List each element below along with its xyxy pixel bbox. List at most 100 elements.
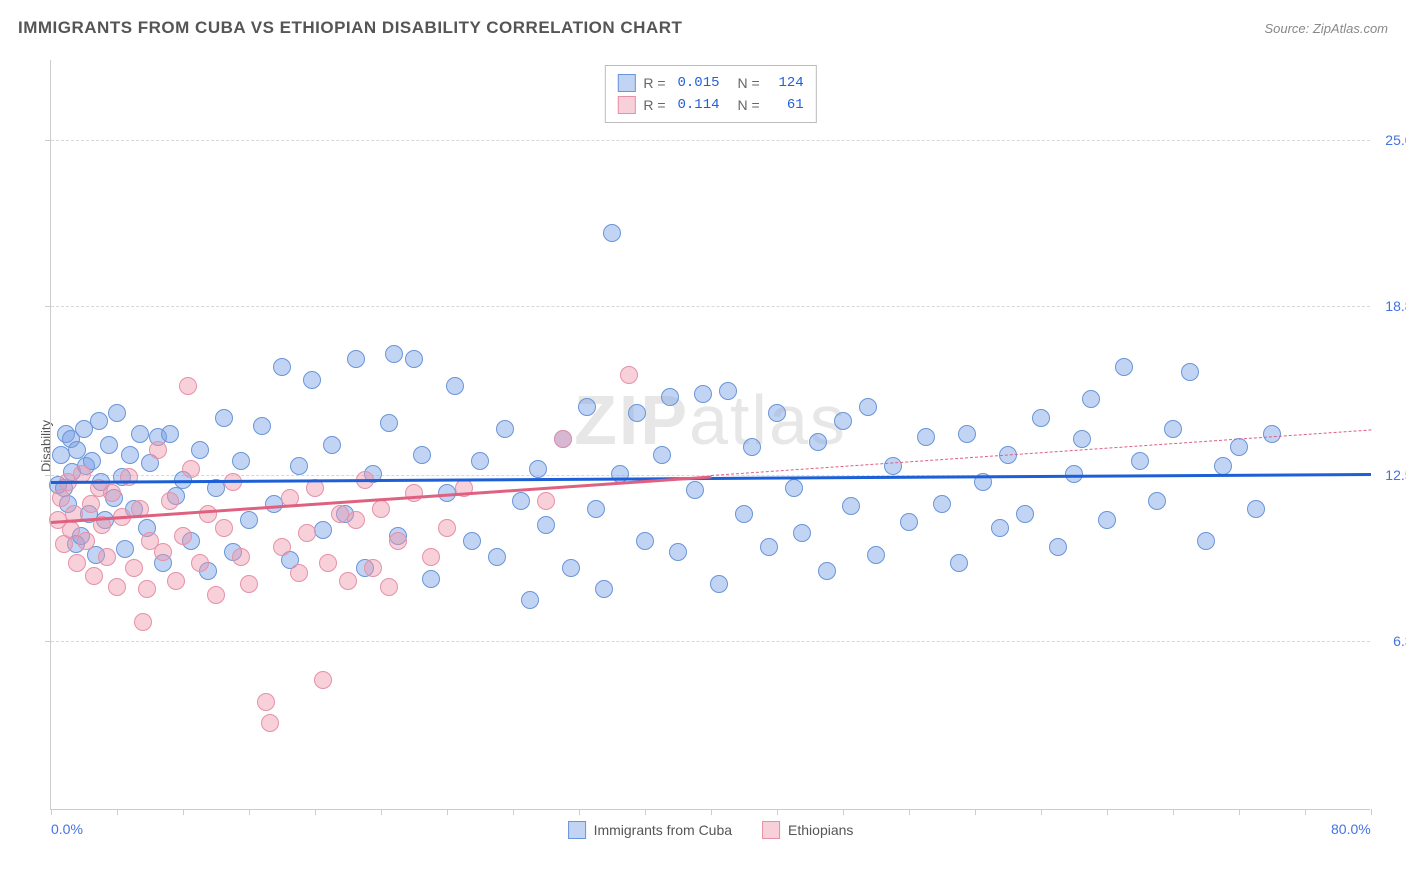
data-point	[174, 527, 192, 545]
data-point	[512, 492, 530, 510]
data-point	[298, 524, 316, 542]
data-point	[364, 559, 382, 577]
data-point	[1164, 420, 1182, 438]
legend-swatch	[762, 821, 780, 839]
data-point	[265, 495, 283, 513]
data-point	[719, 382, 737, 400]
data-point	[488, 548, 506, 566]
data-point	[257, 693, 275, 711]
legend-label: Ethiopians	[788, 822, 853, 838]
data-point	[380, 414, 398, 432]
data-point	[496, 420, 514, 438]
gridline	[51, 641, 1370, 642]
data-point	[116, 540, 134, 558]
data-point	[1197, 532, 1215, 550]
legend-swatch	[617, 74, 635, 92]
data-point	[323, 436, 341, 454]
data-point	[438, 519, 456, 537]
data-point	[620, 366, 638, 384]
legend-swatch	[617, 96, 635, 114]
data-point	[347, 350, 365, 368]
data-point	[232, 452, 250, 470]
data-point	[215, 519, 233, 537]
legend-box: R =0.015N =124R =0.114N =61	[604, 65, 816, 123]
data-point	[1016, 505, 1034, 523]
legend-swatch	[568, 821, 586, 839]
x-tick	[513, 809, 514, 815]
legend-r-value: 0.015	[674, 75, 720, 91]
x-tick	[909, 809, 910, 815]
data-point	[587, 500, 605, 518]
data-point	[521, 591, 539, 609]
gridline	[51, 306, 1370, 307]
data-point	[290, 457, 308, 475]
data-point	[661, 388, 679, 406]
data-point	[1032, 409, 1050, 427]
data-point	[182, 460, 200, 478]
data-point	[422, 570, 440, 588]
data-point	[933, 495, 951, 513]
data-point	[1230, 438, 1248, 456]
data-point	[1049, 538, 1067, 556]
x-tick	[1371, 809, 1372, 815]
gridline	[51, 140, 1370, 141]
data-point	[191, 554, 209, 572]
legend-n-label: N =	[738, 97, 760, 113]
data-point	[562, 559, 580, 577]
legend-r-value: 0.114	[674, 97, 720, 113]
x-tick	[1107, 809, 1108, 815]
x-tick	[117, 809, 118, 815]
data-point	[232, 548, 250, 566]
x-tick-label: 80.0%	[1331, 821, 1371, 837]
data-point	[167, 572, 185, 590]
data-point	[347, 511, 365, 529]
data-point	[253, 417, 271, 435]
data-point	[161, 425, 179, 443]
legend-n-value: 124	[768, 75, 804, 91]
data-point	[743, 438, 761, 456]
data-point	[405, 350, 423, 368]
data-point	[385, 345, 403, 363]
data-point	[52, 489, 70, 507]
data-point	[859, 398, 877, 416]
chart-header: IMMIGRANTS FROM CUBA VS ETHIOPIAN DISABI…	[18, 18, 1388, 38]
data-point	[686, 481, 704, 499]
data-point	[537, 516, 555, 534]
x-tick	[1041, 809, 1042, 815]
data-point	[446, 377, 464, 395]
data-point	[1082, 390, 1100, 408]
data-point	[1181, 363, 1199, 381]
data-point	[554, 430, 572, 448]
chart-source: Source: ZipAtlas.com	[1264, 21, 1388, 36]
data-point	[628, 404, 646, 422]
x-tick-label: 0.0%	[51, 821, 83, 837]
data-point	[991, 519, 1009, 537]
legend-row: R =0.114N =61	[617, 94, 803, 116]
data-point	[793, 524, 811, 542]
data-point	[82, 495, 100, 513]
data-point	[768, 404, 786, 422]
data-point	[463, 532, 481, 550]
y-tick-label: 18.8%	[1385, 298, 1406, 314]
y-tick-label: 6.3%	[1393, 633, 1406, 649]
data-point	[1214, 457, 1232, 475]
data-point	[134, 613, 152, 631]
legend-n-value: 61	[768, 97, 804, 113]
data-point	[537, 492, 555, 510]
x-tick	[315, 809, 316, 815]
data-point	[319, 554, 337, 572]
data-point	[215, 409, 233, 427]
data-point	[809, 433, 827, 451]
data-point	[273, 358, 291, 376]
bottom-legend-item: Immigrants from Cuba	[568, 821, 732, 839]
data-point	[339, 572, 357, 590]
data-point	[405, 484, 423, 502]
data-point	[77, 532, 95, 550]
data-point	[131, 425, 149, 443]
data-point	[240, 575, 258, 593]
data-point	[1247, 500, 1265, 518]
data-point	[261, 714, 279, 732]
data-point	[149, 441, 167, 459]
data-point	[669, 543, 687, 561]
data-point	[68, 554, 86, 572]
